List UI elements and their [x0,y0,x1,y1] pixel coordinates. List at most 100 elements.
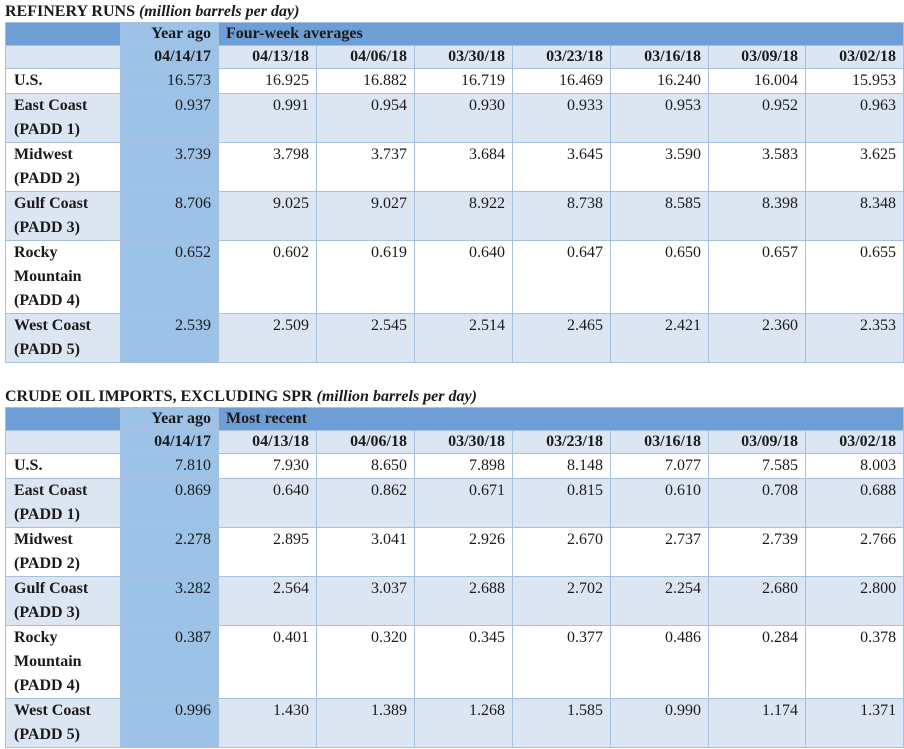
value-cell: 0.377 [512,625,611,699]
value-cell: 2.254 [610,576,709,626]
date-header: 04/06/18 [316,45,415,69]
data-table: Year ago Most recent 04/14/17 04/13/18 04/06… [5,407,904,748]
value-cell: 8.348 [805,191,904,241]
value-cell: 2.353 [805,313,904,363]
value-cell: 15.953 [805,68,904,94]
value-cell: 0.387 [120,625,219,699]
date-header: 03/09/18 [708,45,806,69]
table-title: REFINERY RUNS (million barrels per day) [5,0,903,22]
header-cell [5,407,121,431]
value-cell: 16.719 [414,68,513,94]
value-cell: 2.545 [316,313,415,363]
value-cell: 7.930 [218,453,317,479]
region-cell: Gulf Coast (PADD 3) [5,576,121,626]
region-cell: U.S. [5,68,121,94]
region-line: Midwest [14,531,73,548]
value-cell: 8.398 [708,191,806,241]
value-cell: 1.430 [218,698,317,748]
region-line: Rocky [14,629,58,646]
value-cell: 0.991 [218,93,317,143]
value-cell: 8.738 [512,191,611,241]
header-cell [5,430,121,454]
value-cell: 0.655 [805,240,904,314]
region-line: (PADD 1) [14,506,80,523]
region-cell: West Coast (PADD 5) [5,698,121,748]
data-row: U.S. 7.810 7.930 8.650 7.898 8.148 7.077 7.585 8… [5,453,904,479]
region-line: (PADD 4) [14,292,80,309]
value-cell: 2.509 [218,313,317,363]
region-cell: Rocky Mountain (PADD 4) [5,625,121,699]
value-cell: 16.573 [120,68,219,94]
group-header: Year ago [120,22,219,46]
value-cell: 0.657 [708,240,806,314]
data-row: Rocky Mountain (PADD 4) 0.387 0.401 0.320 0.34… [5,625,904,699]
value-cell: 3.041 [316,527,415,577]
value-cell: 8.650 [316,453,415,479]
value-cell: 3.583 [708,142,806,192]
value-cell: 3.590 [610,142,709,192]
value-cell: 7.077 [610,453,709,479]
value-cell: 8.148 [512,453,611,479]
region-line: (PADD 3) [14,604,80,621]
value-cell: 2.926 [414,527,513,577]
value-cell: 7.585 [708,453,806,479]
value-cell: 2.895 [218,527,317,577]
date-header: 03/23/18 [512,430,611,454]
region-cell: Midwest (PADD 2) [5,142,121,192]
region-line: Rocky [14,244,58,261]
value-cell: 0.652 [120,240,219,314]
region-cell: Midwest (PADD 2) [5,527,121,577]
value-cell: 0.486 [610,625,709,699]
value-cell: 0.953 [610,93,709,143]
date-header: 03/30/18 [414,430,513,454]
data-table: Year ago Four-week averages 04/14/17 04/13/… [5,22,904,363]
region-line: West Coast [14,317,91,334]
date-header: 04/06/18 [316,430,415,454]
date-header: 03/02/18 [805,45,904,69]
region-cell: East Coast (PADD 1) [5,478,121,528]
value-cell: 0.671 [414,478,513,528]
region-cell: East Coast (PADD 1) [5,93,121,143]
value-cell: 2.670 [512,527,611,577]
region-line: Gulf Coast [14,195,89,212]
value-cell: 16.882 [316,68,415,94]
region-line: East Coast [14,482,88,499]
value-cell: 0.708 [708,478,806,528]
region-line: East Coast [14,97,88,114]
header-cell [5,22,121,46]
value-cell: 16.469 [512,68,611,94]
data-row: Midwest (PADD 2) 3.739 3.798 3.737 3.684 3.645… [5,142,904,192]
value-cell: 8.922 [414,191,513,241]
data-row: U.S. 16.573 16.925 16.882 16.719 16.469 16.240… [5,68,904,94]
data-row: Gulf Coast (PADD 3) 8.706 9.025 9.027 8.922 8.… [5,191,904,241]
region-cell: Rocky Mountain (PADD 4) [5,240,121,314]
region-line: Gulf Coast [14,580,89,597]
data-row: Midwest (PADD 2) 2.278 2.895 3.041 2.926 2.670… [5,527,904,577]
date-header: 03/09/18 [708,430,806,454]
value-cell: 3.625 [805,142,904,192]
header-cell [5,45,121,69]
region-line: Mountain [14,653,82,670]
data-row: East Coast (PADD 1) 0.869 0.640 0.862 0.671 0.… [5,478,904,528]
date-header: 03/16/18 [610,45,709,69]
group-header-row: Year ago Four-week averages [5,22,904,46]
date-header: 04/13/18 [218,430,317,454]
region-cell: U.S. [5,453,121,479]
value-cell: 16.925 [218,68,317,94]
group-header: Most recent [217,407,904,431]
region-line: (PADD 2) [14,170,80,187]
data-row: Rocky Mountain (PADD 4) 0.652 0.602 0.619 0.64… [5,240,904,314]
date-header: 04/14/17 [120,45,219,69]
value-cell: 8.585 [610,191,709,241]
value-cell: 3.282 [120,576,219,626]
value-cell: 3.037 [316,576,415,626]
title-text: REFINERY RUNS [5,3,135,20]
value-cell: 9.025 [218,191,317,241]
value-cell: 3.798 [218,142,317,192]
region-line: U.S. [14,457,43,474]
value-cell: 2.278 [120,527,219,577]
value-cell: 0.650 [610,240,709,314]
value-cell: 2.564 [218,576,317,626]
value-cell: 3.684 [414,142,513,192]
title-note: (million barrels per day) [138,3,300,20]
